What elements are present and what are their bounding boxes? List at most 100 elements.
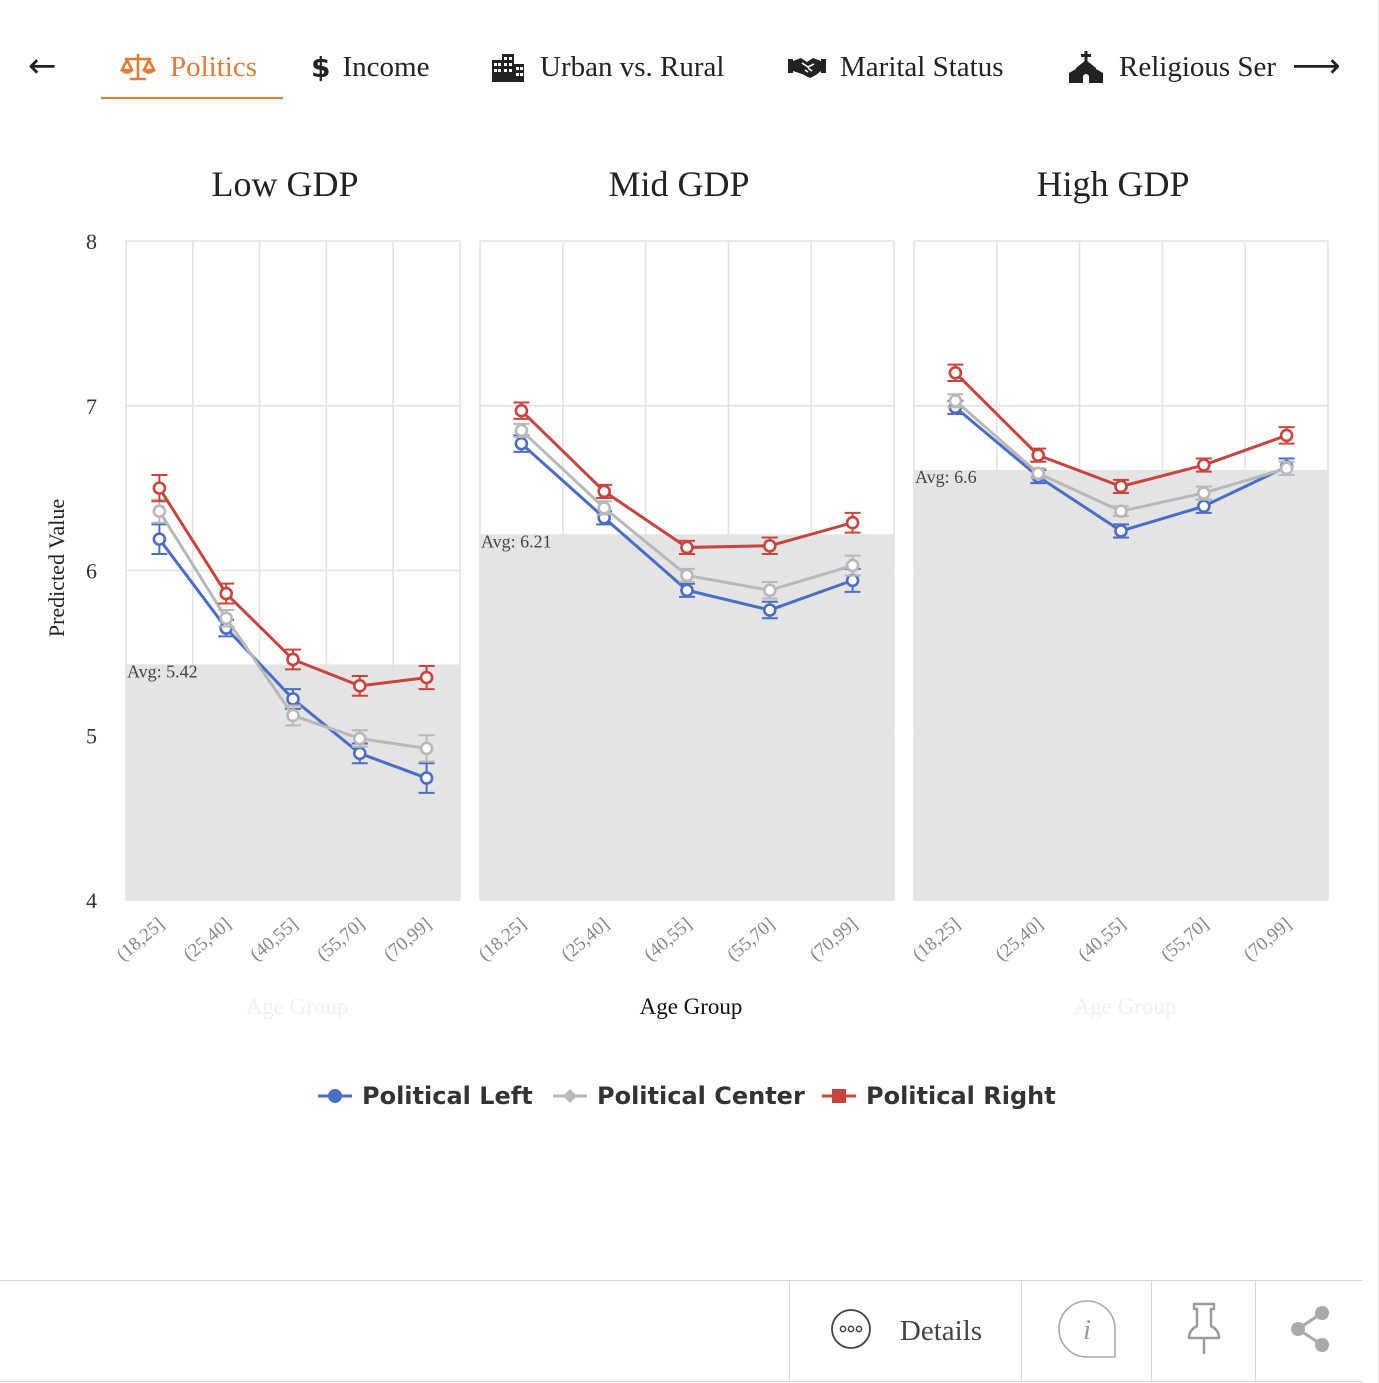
x-tick-label: (40,55] bbox=[246, 914, 302, 966]
data-point bbox=[1114, 504, 1128, 518]
gdp-panel-2: Mid GDP Avg: 6.21 (18,25] (25,40] (40,55] (55… bbox=[475, 164, 895, 1019]
info-button[interactable]: i bbox=[1021, 1281, 1152, 1381]
prev-tab-arrow[interactable]: ← bbox=[28, 46, 57, 86]
footer-toolbar: Details i bbox=[0, 1280, 1362, 1382]
church-icon bbox=[1067, 51, 1105, 83]
panel-title: Mid GDP bbox=[608, 164, 749, 204]
data-point bbox=[762, 583, 777, 598]
tab-politics[interactable]: Politics bbox=[120, 44, 257, 90]
data-point bbox=[152, 504, 167, 518]
details-button[interactable]: Details bbox=[789, 1281, 1022, 1381]
y-tick-label: 6 bbox=[86, 559, 97, 584]
city-icon bbox=[490, 52, 526, 82]
panel-title: Low GDP bbox=[211, 164, 358, 204]
next-tab-arrow[interactable]: ⟶ bbox=[1292, 46, 1341, 86]
data-point bbox=[514, 436, 529, 451]
data-point bbox=[845, 558, 860, 573]
x-tick-label: (40,55] bbox=[640, 914, 696, 966]
x-tick-label: (25,40] bbox=[179, 914, 235, 966]
panel-title: High GDP bbox=[1036, 164, 1189, 204]
data-point bbox=[514, 403, 529, 418]
avg-band bbox=[914, 470, 1328, 900]
x-tick-label: (55,70] bbox=[313, 914, 369, 966]
data-point bbox=[1279, 428, 1294, 443]
x-tick-label: (70,99] bbox=[1240, 914, 1296, 966]
handshake-icon bbox=[788, 53, 826, 81]
y-axis-title: Predicted Value bbox=[44, 499, 69, 637]
data-point bbox=[286, 692, 300, 706]
x-tick-label: (55,70] bbox=[1157, 914, 1213, 966]
data-point bbox=[845, 573, 860, 588]
x-tick-label: (55,70] bbox=[723, 914, 779, 966]
more-dots-icon bbox=[830, 1308, 872, 1355]
data-point bbox=[286, 652, 300, 667]
data-point bbox=[1114, 479, 1128, 494]
data-point bbox=[680, 540, 694, 555]
pin-button[interactable] bbox=[1151, 1281, 1256, 1381]
data-point bbox=[948, 366, 963, 380]
data-point bbox=[352, 731, 367, 746]
legend-item-political-center[interactable]: Political Center bbox=[553, 1076, 805, 1116]
legend-label-political-right: Political Right bbox=[866, 1082, 1056, 1110]
tab-politics-label: Politics bbox=[170, 50, 258, 83]
legend-label-political-center: Political Center bbox=[597, 1082, 805, 1110]
tab-religious-services-label: Religious Ser bbox=[1119, 50, 1277, 83]
x-tick-label: (40,55] bbox=[1074, 914, 1130, 966]
data-point bbox=[1031, 448, 1045, 462]
data-point bbox=[597, 484, 612, 499]
data-point bbox=[419, 771, 434, 785]
data-point bbox=[680, 583, 694, 598]
data-point bbox=[1031, 466, 1045, 481]
gdp-panel-1: Low GDP Avg: 5.42 (18,25] (25,40] (40,55] (55… bbox=[113, 164, 461, 1019]
data-point bbox=[762, 603, 777, 617]
tab-income[interactable]: $ Income bbox=[311, 44, 429, 90]
chart-tab-bar: ← Politics $ Income bbox=[0, 0, 1362, 110]
y-tick-label: 7 bbox=[86, 394, 97, 419]
x-axis-title: Age Group bbox=[246, 994, 349, 1019]
legend-item-political-left[interactable]: Political Left bbox=[318, 1076, 533, 1116]
x-axis-title: Age Group bbox=[640, 994, 743, 1019]
tab-urban-rural[interactable]: Urban vs. Rural bbox=[490, 44, 724, 90]
data-point bbox=[1114, 524, 1128, 538]
series-line bbox=[954, 371, 1288, 489]
x-tick-label: (18,25] bbox=[909, 914, 965, 966]
tab-marital-status-label: Marital Status bbox=[840, 50, 1004, 83]
tab-urban-rural-label: Urban vs. Rural bbox=[540, 50, 725, 83]
x-tick-label: (70,99] bbox=[380, 914, 436, 966]
gdp-panel-3: High GDP Avg: 6.6 (18,25] (25,40] (40,55] (55… bbox=[909, 164, 1329, 1019]
legend-diamond-marker-icon bbox=[553, 1089, 587, 1103]
gdp-panel-line-chart: Predicted Value 4 5 6 7 8 Low GDP Avg: 5.42 (18,… bbox=[44, 164, 1329, 1019]
y-tick-label: 8 bbox=[86, 229, 97, 254]
balance-scale-icon bbox=[120, 52, 156, 82]
x-tick-label: (25,40] bbox=[557, 914, 613, 966]
data-point bbox=[219, 611, 233, 626]
data-point bbox=[948, 394, 963, 408]
tab-religious-services[interactable]: Religious Ser bbox=[1067, 44, 1276, 90]
data-point bbox=[419, 741, 434, 756]
data-point bbox=[845, 515, 860, 530]
legend-square-marker-icon bbox=[822, 1089, 856, 1103]
avg-label: Avg: 5.42 bbox=[127, 661, 198, 681]
data-point bbox=[597, 501, 612, 515]
share-icon bbox=[1288, 1304, 1332, 1359]
details-label: Details bbox=[899, 1314, 983, 1347]
data-point bbox=[419, 670, 434, 685]
y-tick-label: 4 bbox=[86, 888, 97, 913]
x-axis-title: Age Group bbox=[1074, 994, 1177, 1019]
data-point bbox=[680, 568, 694, 583]
info-icon: i bbox=[1057, 1299, 1117, 1364]
avg-label: Avg: 6.6 bbox=[915, 467, 977, 487]
legend-item-political-right[interactable]: Political Right bbox=[822, 1076, 1056, 1116]
tab-income-label: Income bbox=[342, 50, 430, 83]
x-tick-label: (25,40] bbox=[991, 914, 1047, 966]
tab-marital-status[interactable]: Marital Status bbox=[788, 44, 1004, 90]
avg-label: Avg: 6.21 bbox=[481, 531, 552, 551]
data-point bbox=[1197, 486, 1211, 500]
share-button[interactable] bbox=[1255, 1281, 1363, 1381]
data-point bbox=[762, 538, 777, 553]
legend-label-political-left: Political Left bbox=[362, 1082, 533, 1110]
svg-text:i: i bbox=[1083, 1315, 1091, 1346]
data-point bbox=[152, 481, 167, 495]
dollar-icon: $ bbox=[311, 50, 331, 84]
x-tick-label: (18,25] bbox=[475, 914, 531, 966]
